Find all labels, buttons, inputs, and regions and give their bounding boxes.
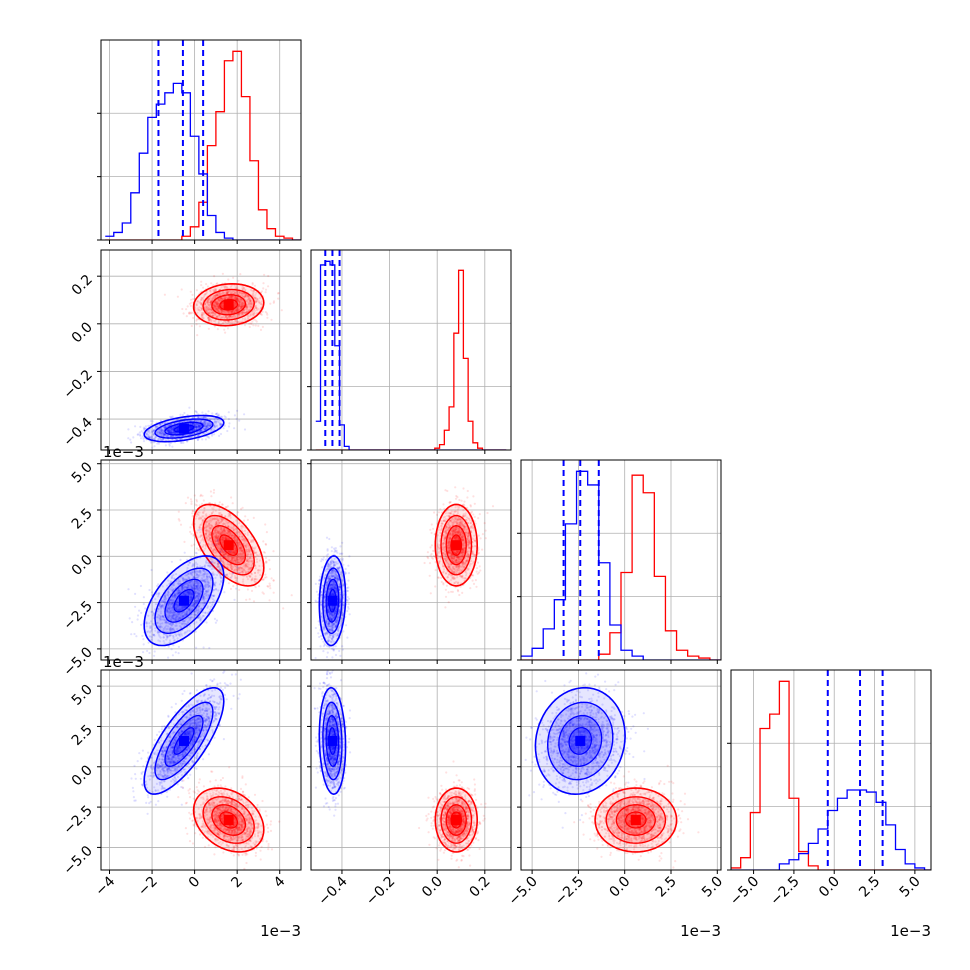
y-tick-label: −0.4 xyxy=(60,415,95,450)
y-tick-label: −2.5 xyxy=(60,803,95,838)
y-tick-label: 5.0 xyxy=(69,459,96,486)
panel-frame xyxy=(100,459,302,661)
x-tick-label: −2 xyxy=(135,874,161,900)
density-peak-blue xyxy=(327,735,338,746)
panel-frame xyxy=(520,669,722,871)
x-tick-label: −5.0 xyxy=(727,874,762,909)
x-tick-label: 2 xyxy=(228,874,246,892)
hist-red-0 xyxy=(105,50,301,240)
density-peak-red xyxy=(223,540,234,551)
x-tick-label: 0 xyxy=(186,874,204,892)
x-tick-label: −0.4 xyxy=(315,873,350,908)
y-tick-label: 5.0 xyxy=(69,682,96,709)
panel-frame xyxy=(730,669,932,871)
scatter-panel-3-2 xyxy=(521,670,721,870)
x-tick-label: 5.0 xyxy=(897,874,924,901)
hist-red-3 xyxy=(731,680,931,870)
hist-panel-0 xyxy=(101,40,301,240)
density-peak-blue xyxy=(178,595,189,606)
y-tick-label: 0.0 xyxy=(69,762,96,789)
y-offset-label: 1e−3 xyxy=(103,443,144,461)
panel-frame xyxy=(100,39,302,241)
y-tick-label: 2.5 xyxy=(69,506,96,533)
x-tick-label: 5.0 xyxy=(699,874,726,901)
density-peak-red xyxy=(223,815,234,825)
y-tick-label: −2.5 xyxy=(60,598,95,633)
density-peak-blue xyxy=(178,735,189,746)
y-tick-label: 0.0 xyxy=(69,552,96,579)
hist-panel-3 xyxy=(731,670,931,870)
x-tick-label: −2.5 xyxy=(767,874,802,909)
x-offset-label: 1e−3 xyxy=(890,922,931,940)
scatter-panel-3-1 xyxy=(311,670,511,870)
y-tick-label: −0.2 xyxy=(60,367,95,402)
x-tick-label: −2.5 xyxy=(552,874,587,909)
x-tick-label: 0.0 xyxy=(606,874,633,901)
x-tick-label: 4 xyxy=(271,873,289,891)
hist-red-1 xyxy=(315,269,507,450)
x-tick-label: −0.2 xyxy=(363,874,398,909)
density-peak-red xyxy=(451,540,462,551)
scatter-panel-3-0 xyxy=(101,670,301,870)
scatter-panel-1-0 xyxy=(101,250,301,450)
x-tick-label: 2.5 xyxy=(856,874,883,901)
hist-panel-1 xyxy=(311,250,511,450)
y-tick-label: −5.0 xyxy=(60,843,95,878)
density-peak-red xyxy=(223,299,234,310)
panel-frame xyxy=(100,669,302,871)
y-tick-label: 0.2 xyxy=(69,272,96,299)
scatter-panel-2-0 xyxy=(101,460,301,660)
density-peak-blue xyxy=(178,423,189,434)
scatter-panel-2-1 xyxy=(311,460,511,660)
panel-frame xyxy=(310,669,512,871)
panel-frame xyxy=(100,249,302,451)
hist-blue-0 xyxy=(105,82,301,240)
y-offset-label: 1e−3 xyxy=(103,653,144,671)
y-tick-label: −5.0 xyxy=(60,644,95,679)
hist-blue-1 xyxy=(315,260,507,450)
density-peak-blue xyxy=(327,595,338,606)
x-tick-label: −4 xyxy=(92,873,118,899)
x-tick-label: 0.0 xyxy=(419,874,446,901)
x-tick-label: 0.2 xyxy=(467,874,494,901)
hist-red-2 xyxy=(521,474,721,660)
x-tick-label: −5.0 xyxy=(506,874,541,909)
hist-panel-2 xyxy=(521,460,721,660)
panel-frame xyxy=(310,459,512,661)
density-peak-red xyxy=(451,815,462,825)
x-offset-label: 1e−3 xyxy=(680,922,721,940)
hist-blue-3 xyxy=(731,789,931,870)
x-tick-label: 2.5 xyxy=(653,874,680,901)
panel-frame xyxy=(310,249,512,451)
y-tick-label: 0.0 xyxy=(69,319,96,346)
density-peak-blue xyxy=(575,735,586,746)
y-tick-label: 2.5 xyxy=(69,722,96,749)
density-peak-red xyxy=(630,815,641,825)
panel-frame xyxy=(520,459,722,661)
hist-blue-2 xyxy=(521,470,721,660)
x-tick-label: 0.0 xyxy=(816,874,843,901)
x-offset-label: 1e−3 xyxy=(260,922,301,940)
